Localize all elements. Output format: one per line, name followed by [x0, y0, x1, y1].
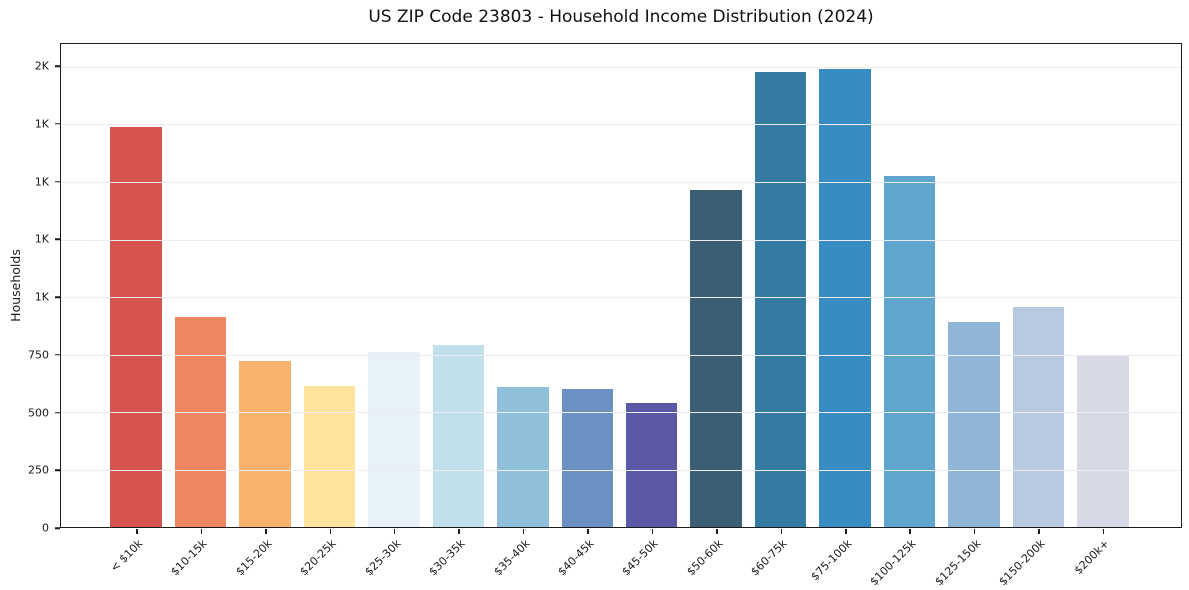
- gridline-1250: [61, 239, 1181, 241]
- x-tick-mark-35-40k: [522, 529, 525, 534]
- y-tick-mark-2000: [55, 65, 60, 67]
- x-tick-mark-60-75k: [780, 529, 783, 534]
- bar-slot-10-15k: $10-15k: [168, 44, 232, 578]
- x-tick-mark-30-35k: [458, 529, 460, 534]
- bar-15-20k: [239, 361, 291, 527]
- bar-slot-60-75k: $60-75k: [748, 44, 812, 578]
- x-tick-label-60-75k: $60-75k: [748, 537, 790, 579]
- bar-200k: [1077, 356, 1129, 527]
- y-tick-label-1000: 1K: [34, 290, 49, 304]
- bar-150-200k: [1012, 307, 1065, 527]
- x-tick-mark-10-15k: [200, 529, 203, 534]
- bar-50-60k: [690, 190, 742, 527]
- x-tick-label-125-150k: $125-150k: [931, 537, 984, 589]
- x-tick-label-25-30k: $25-30k: [361, 537, 404, 579]
- y-tick-mark-1250: [55, 238, 60, 241]
- gridline-1500: [61, 182, 1181, 183]
- y-tick-mark-0: [55, 527, 60, 529]
- y-tick-label-0: 0: [42, 521, 49, 535]
- bar-35-40k: [497, 386, 549, 527]
- x-tick-mark-50-60k: [716, 529, 718, 534]
- gridline-250: [61, 469, 1181, 471]
- x-tick-mark-25-30k: [393, 529, 396, 534]
- bar-slot-20-25k: $20-25k: [297, 44, 361, 578]
- bar-slot-15-20k: $15-20k: [233, 44, 297, 578]
- y-tick-mark-1750: [55, 123, 60, 125]
- y-tick-label-750: 750: [28, 348, 49, 362]
- bar-25-30k: [368, 352, 420, 527]
- bar-slot-150-200k: $150-200k: [996, 44, 1070, 588]
- bar-slot-10k: < $10k: [104, 44, 168, 575]
- bar-slot-75-100k: $75-100k: [808, 44, 877, 583]
- y-tick-mark-1500: [55, 180, 60, 183]
- bar-slot-50-60k: $50-60k: [684, 44, 748, 578]
- bar-slot-125-150k: $125-150k: [932, 44, 1006, 588]
- y-tick-label-1750: 1K: [34, 117, 49, 131]
- x-tick-label-35-40k: $35-40k: [490, 537, 533, 579]
- bar-10-15k: [174, 317, 227, 527]
- bar-10k: [110, 126, 162, 527]
- x-tick-label-10k: < $10k: [107, 537, 146, 575]
- bar-slot-25-30k: $25-30k: [362, 44, 426, 578]
- gridline-1000: [61, 297, 1181, 298]
- bar-40-45k: [561, 389, 614, 527]
- x-tick-label-45-50k: $45-50k: [619, 537, 661, 579]
- x-tick-label-100-125k: $100-125k: [867, 537, 919, 589]
- chart-title: US ZIP Code 23803 - Household Income Dis…: [368, 7, 874, 27]
- bar-45-50k: [625, 402, 678, 527]
- bar-slot-35-40k: $35-40k: [491, 44, 555, 578]
- gridline-2000: [61, 67, 1181, 68]
- gridline-1750: [61, 124, 1181, 126]
- bar-60-75k: [754, 72, 807, 527]
- bar-slot-100-125k: $100-125k: [868, 44, 941, 588]
- bar-125-150k: [948, 322, 1000, 527]
- x-tick-label-50-60k: $50-60k: [684, 537, 726, 579]
- bar-20-25k: [303, 386, 356, 527]
- x-tick-mark-40-45k: [587, 529, 589, 534]
- x-tick-mark-100-125k: [909, 529, 911, 534]
- bars-container: < $10k $10-15k $15-20k $20-25k $25-30k $30-35…: [61, 44, 1181, 588]
- x-tick-label-40-45k: $40-45k: [555, 537, 597, 579]
- y-tick-label-1500: 1K: [34, 175, 49, 189]
- bar-30-35k: [432, 344, 485, 527]
- x-tick-mark-20-25k: [329, 529, 332, 534]
- bar-slot-200k: $200k+: [1071, 44, 1135, 577]
- y-axis: 0 250 500 750 1K 1K 1K 1K 2K: [0, 43, 60, 535]
- x-tick-mark-125-150k: [973, 529, 976, 534]
- x-tick-label-200k: $200k+: [1071, 537, 1112, 578]
- bar-100-125k: [883, 175, 936, 527]
- y-tick-label-250: 250: [28, 463, 49, 477]
- gridline-750: [61, 354, 1181, 356]
- x-tick-mark-45-50k: [651, 529, 654, 534]
- x-tick-mark-15-20k: [265, 529, 267, 534]
- x-tick-label-30-35k: $30-35k: [426, 537, 468, 579]
- y-tick-mark-750: [55, 354, 60, 356]
- x-tick-label-150-200k: $150-200k: [996, 537, 1048, 589]
- x-tick-mark-150-200k: [1038, 529, 1040, 534]
- y-tick-label-1250: 1K: [34, 232, 49, 246]
- y-tick-mark-250: [55, 469, 60, 471]
- x-tick-mark-200k: [1102, 529, 1105, 534]
- bar-slot-30-35k: $30-35k: [426, 44, 490, 578]
- x-tick-label-20-25k: $20-25k: [297, 537, 339, 579]
- y-tick-label-500: 500: [28, 406, 49, 420]
- gridline-500: [61, 412, 1181, 413]
- x-tick-label-75-100k: $75-100k: [808, 537, 855, 584]
- bar-slot-40-45k: $40-45k: [555, 44, 619, 578]
- x-tick-label-15-20k: $15-20k: [233, 537, 275, 579]
- x-tick-label-10-15k: $10-15k: [168, 537, 210, 579]
- y-tick-label-2000: 2K: [34, 59, 49, 73]
- y-tick-mark-1000: [55, 296, 60, 298]
- plot-area: < $10k $10-15k $15-20k $20-25k $25-30k $30-35…: [60, 43, 1182, 588]
- x-tick-mark-75-100k: [845, 529, 847, 534]
- x-tick-mark-10k: [136, 529, 138, 534]
- bar-slot-45-50k: $45-50k: [620, 44, 684, 578]
- y-tick-mark-500: [55, 411, 60, 414]
